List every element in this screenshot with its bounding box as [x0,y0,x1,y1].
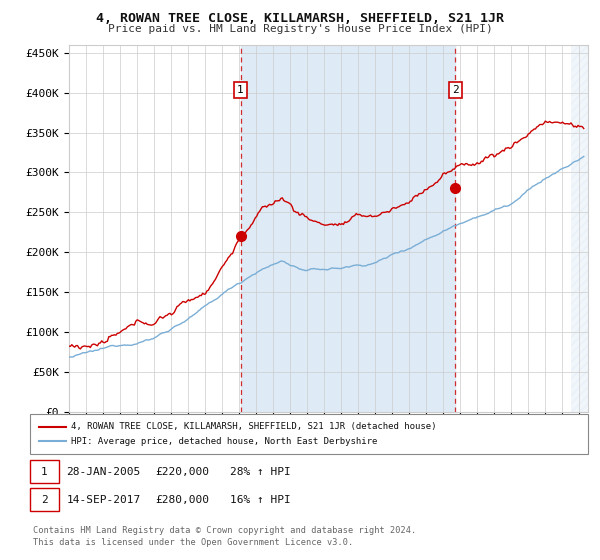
Text: £220,000: £220,000 [155,466,209,477]
Text: 4, ROWAN TREE CLOSE, KILLAMARSH, SHEFFIELD, S21 1JR: 4, ROWAN TREE CLOSE, KILLAMARSH, SHEFFIE… [96,12,504,25]
Text: 28% ↑ HPI: 28% ↑ HPI [230,466,290,477]
Text: 28-JAN-2005: 28-JAN-2005 [67,466,141,477]
Text: 2: 2 [452,85,459,95]
Text: This data is licensed under the Open Government Licence v3.0.: This data is licensed under the Open Gov… [33,538,353,547]
Text: 4, ROWAN TREE CLOSE, KILLAMARSH, SHEFFIELD, S21 1JR (detached house): 4, ROWAN TREE CLOSE, KILLAMARSH, SHEFFIE… [71,422,436,431]
Text: Contains HM Land Registry data © Crown copyright and database right 2024.: Contains HM Land Registry data © Crown c… [33,526,416,535]
Bar [241,45,455,412]
Text: 2: 2 [41,494,48,505]
Bar [571,45,588,412]
Text: Price paid vs. HM Land Registry's House Price Index (HPI): Price paid vs. HM Land Registry's House … [107,24,493,34]
Text: 1: 1 [41,466,48,477]
Text: 14-SEP-2017: 14-SEP-2017 [67,494,141,505]
Text: HPI: Average price, detached house, North East Derbyshire: HPI: Average price, detached house, Nort… [71,437,377,446]
Text: £280,000: £280,000 [155,494,209,505]
Text: 16% ↑ HPI: 16% ↑ HPI [230,494,290,505]
Text: 1: 1 [237,85,244,95]
